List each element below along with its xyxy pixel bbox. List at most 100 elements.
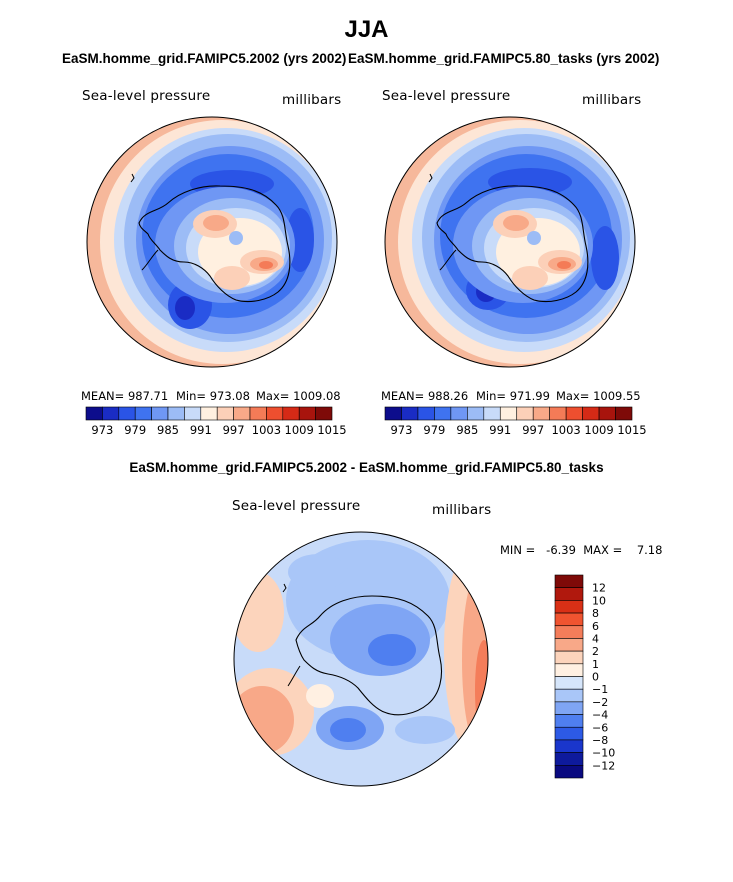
colorbar-tick-label: −6	[592, 721, 608, 734]
diff-panel-variable-label: Sea-level pressure	[232, 498, 361, 514]
colorbar-swatch	[151, 406, 169, 421]
colorbar-swatch	[216, 406, 234, 421]
right-min-stat: Min= 971.99	[476, 389, 550, 403]
colorbar-swatch	[434, 406, 452, 421]
colorbar-swatch	[282, 406, 300, 421]
colorbar-tick-label: 985	[456, 423, 478, 437]
colorbar-swatch	[582, 406, 600, 421]
colorbar-tick-label: 2	[592, 645, 599, 658]
colorbar-swatch	[401, 406, 419, 421]
colorbar-tick-label: −2	[592, 696, 608, 709]
left-mean-stat: MEAN= 987.71	[81, 389, 169, 403]
left-colorbar: 973 979 985 991 997 1003 1009 1015	[85, 406, 347, 437]
colorbar-swatch	[134, 406, 152, 421]
right-panel-subtitle: EaSM.homme_grid.FAMIPC5.80_tasks (yrs 20…	[348, 51, 660, 66]
colorbar-tick-label: 997	[223, 423, 245, 437]
diff-panel-units-label: millibars	[432, 502, 492, 518]
colorbar-swatch	[483, 406, 501, 421]
colorbar-tick-label: 979	[124, 423, 146, 437]
colorbar-swatch	[516, 406, 534, 421]
colorbar-swatch	[554, 765, 584, 779]
colorbar-tick-label: −4	[592, 709, 608, 722]
colorbar-swatch	[554, 701, 584, 715]
colorbar-tick-label: 997	[522, 423, 544, 437]
colorbar-swatch	[554, 676, 584, 690]
colorbar-tick-label: 1009	[285, 423, 314, 437]
colorbar-tick-label: 4	[592, 632, 599, 645]
colorbar-swatch	[554, 587, 584, 601]
colorbar-tick-label: 1003	[252, 423, 281, 437]
figure-title: JJA	[344, 16, 389, 43]
difference-polar-map	[233, 531, 489, 787]
colorbar-swatch	[565, 406, 583, 421]
colorbar-swatch	[233, 406, 251, 421]
colorbar-tick-label: 1015	[617, 423, 646, 437]
colorbar-swatch	[554, 638, 584, 652]
colorbar-tick-label: 1003	[551, 423, 580, 437]
colorbar-swatch	[266, 406, 284, 421]
colorbar-tick-label: −12	[592, 759, 615, 772]
colorbar-swatch	[554, 650, 584, 665]
diff-minmax-stat: MIN = -6.39 MAX = 7.18	[500, 543, 663, 557]
colorbar-swatch	[499, 406, 518, 421]
colorbar-swatch	[249, 406, 267, 421]
colorbar-swatch	[298, 406, 316, 421]
colorbar-swatch	[102, 406, 120, 421]
colorbar-swatch	[554, 714, 584, 728]
colorbar-swatch	[85, 406, 103, 421]
colorbar-swatch	[598, 406, 616, 421]
colorbar-swatch	[554, 574, 584, 588]
colorbar-tick-label: 979	[423, 423, 445, 437]
colorbar-tick-label: 985	[157, 423, 179, 437]
colorbar-tick-label: 1	[592, 658, 599, 671]
colorbar-swatch	[554, 688, 584, 703]
colorbar-swatch	[184, 406, 202, 421]
left-min-stat: Min= 973.08	[176, 389, 250, 403]
left-panel-subtitle: EaSM.homme_grid.FAMIPC5.2002 (yrs 2002)	[62, 51, 347, 66]
colorbar-swatch	[615, 406, 633, 421]
colorbar-tick-label: −8	[592, 734, 608, 747]
right-panel-variable-label: Sea-level pressure	[382, 88, 511, 104]
colorbar-swatch	[200, 406, 218, 421]
colorbar-swatch	[167, 406, 185, 421]
colorbar-swatch	[384, 406, 402, 421]
colorbar-tick-label: 1009	[584, 423, 613, 437]
colorbar-tick-label: 8	[592, 607, 599, 620]
colorbar-tick-label: 973	[390, 423, 412, 437]
right-polar-map	[384, 116, 636, 368]
colorbar-tick-label: 991	[190, 423, 212, 437]
colorbar-tick-label: 1015	[317, 423, 346, 437]
colorbar-swatch	[554, 663, 584, 677]
right-mean-stat: MEAN= 988.26	[381, 389, 469, 403]
colorbar-swatch	[417, 406, 435, 421]
colorbar-tick-label: −10	[592, 747, 615, 760]
colorbar-tick-label: 991	[489, 423, 511, 437]
left-panel-variable-label: Sea-level pressure	[82, 88, 211, 104]
right-panel-units-label: millibars	[582, 92, 642, 108]
colorbar-swatch	[450, 406, 468, 421]
colorbar-swatch	[554, 612, 584, 627]
right-max-stat: Max= 1009.55	[556, 389, 641, 403]
colorbar-tick-label: 0	[592, 671, 599, 684]
colorbar-swatch	[554, 752, 584, 766]
colorbar-tick-label: 10	[592, 594, 606, 607]
colorbar-swatch	[554, 600, 584, 614]
colorbar-swatch	[118, 406, 136, 421]
colorbar-tick-label: −1	[592, 683, 608, 696]
colorbar-tick-label: 6	[592, 620, 599, 633]
colorbar-swatch	[549, 406, 567, 421]
colorbar-swatch	[532, 406, 550, 421]
colorbar-swatch	[554, 726, 584, 741]
left-max-stat: Max= 1009.08	[256, 389, 341, 403]
colorbar-tick-label: 973	[91, 423, 113, 437]
colorbar-swatch	[467, 406, 485, 421]
left-panel-units-label: millibars	[282, 92, 342, 108]
colorbar-swatch	[554, 739, 584, 753]
right-colorbar: 973 979 985 991 997 1003 1009 1015	[384, 406, 647, 437]
colorbar-swatch	[315, 406, 333, 421]
colorbar-swatch	[554, 625, 584, 639]
left-polar-map	[86, 116, 338, 368]
colorbar-tick-label: 12	[592, 582, 606, 595]
